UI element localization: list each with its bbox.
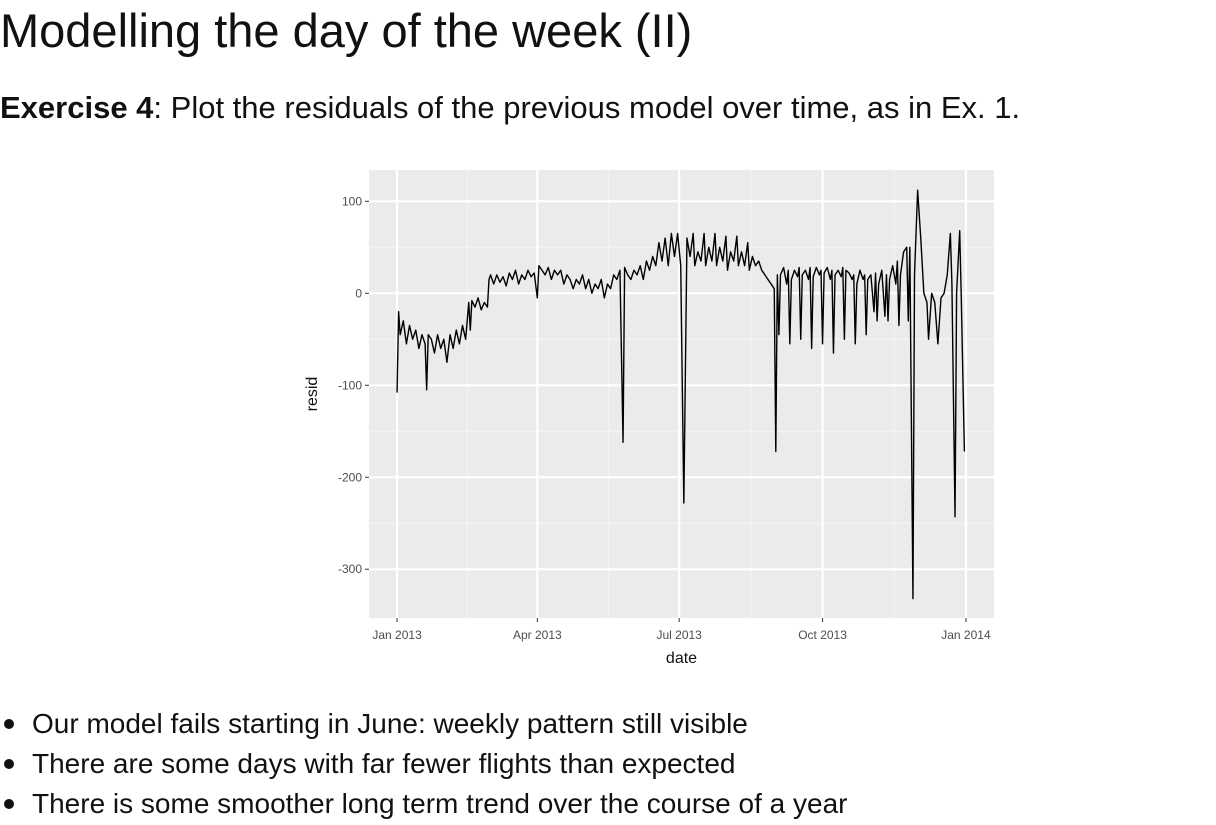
bullet-text: There is some smoother long term trend o… xyxy=(32,788,848,819)
y-tick-label: 0 xyxy=(355,286,362,300)
exercise: Exercise 4: Plot the residuals of the pr… xyxy=(0,90,1020,125)
x-axis-title: date xyxy=(666,650,697,667)
x-tick-label: Oct 2013 xyxy=(798,628,847,642)
x-tick-label: Jul 2013 xyxy=(656,628,702,642)
y-tick-label: 100 xyxy=(342,194,362,208)
chart: -300 -200 -100 0 100 Jan 2013 Apr 2013 Jul 2013… xyxy=(304,170,994,667)
bullet-dot xyxy=(4,719,14,729)
bullet-dot xyxy=(4,759,14,769)
x-tick-label: Jan 2014 xyxy=(941,628,991,642)
slide-title: Modelling the day of the week (II) xyxy=(0,4,692,57)
exercise-label: Exercise 4 xyxy=(0,90,154,125)
bullet-text: There are some days with far fewer fligh… xyxy=(32,748,735,779)
residual-line xyxy=(396,189,966,600)
y-tick-label: -100 xyxy=(338,378,362,392)
plot-panel xyxy=(369,170,994,618)
bullet-dot xyxy=(4,799,14,809)
y-tick-label: -300 xyxy=(338,562,362,576)
exercise-text: : Plot the residuals of the previous mod… xyxy=(153,90,1020,125)
x-tick-label: Apr 2013 xyxy=(513,628,562,642)
y-axis-title: resid xyxy=(304,377,321,412)
bullet-text: Our model fails starting in June: weekly… xyxy=(32,708,748,739)
x-tick-label: Jan 2013 xyxy=(372,628,422,642)
y-tick-label: -200 xyxy=(338,470,362,484)
bullet-list: Our model fails starting in June: weekly… xyxy=(4,708,848,819)
